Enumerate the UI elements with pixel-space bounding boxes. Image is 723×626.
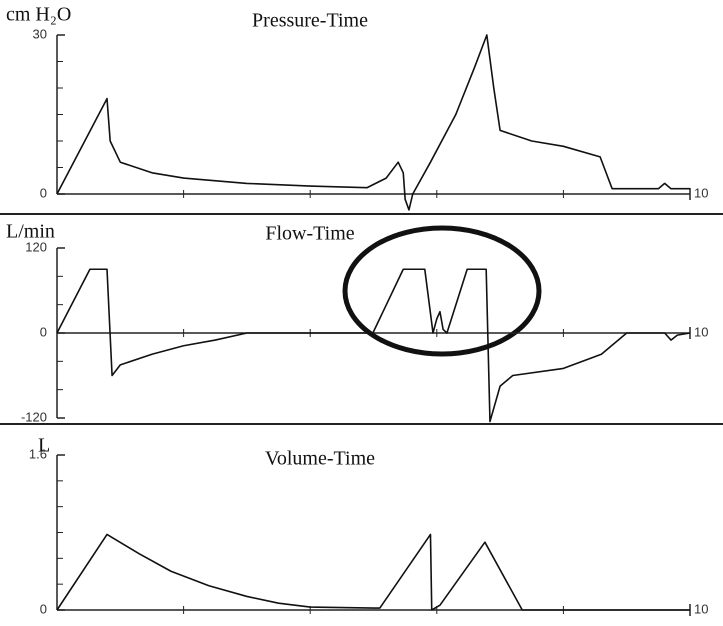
y-axis-label: L/min [6,221,55,243]
data-line [56,34,690,211]
highlight-ellipse [342,225,542,357]
y-tick-label: 0 [40,324,47,339]
chart-title: Volume-Time [265,448,375,470]
y-tick-label: 1.6 [29,446,47,461]
y-tick-label: 30 [33,26,47,41]
x-tick-label: 10 [694,324,708,339]
y-axis-label: L [38,435,50,457]
x-tick-label: 10 [694,601,708,616]
y-axis-label: cm H₂O [6,4,71,26]
chart-title: Pressure-Time [252,10,368,32]
y-tick-label: 0 [40,185,47,200]
y-tick-label: 120 [25,239,47,254]
chart-title: Flow-Time [265,223,354,245]
data-line [56,268,691,423]
x-tick-label: 10 [694,185,708,200]
data-line [56,533,690,611]
y-tick-label: -120 [21,409,47,424]
y-tick-label: 0 [40,601,47,616]
